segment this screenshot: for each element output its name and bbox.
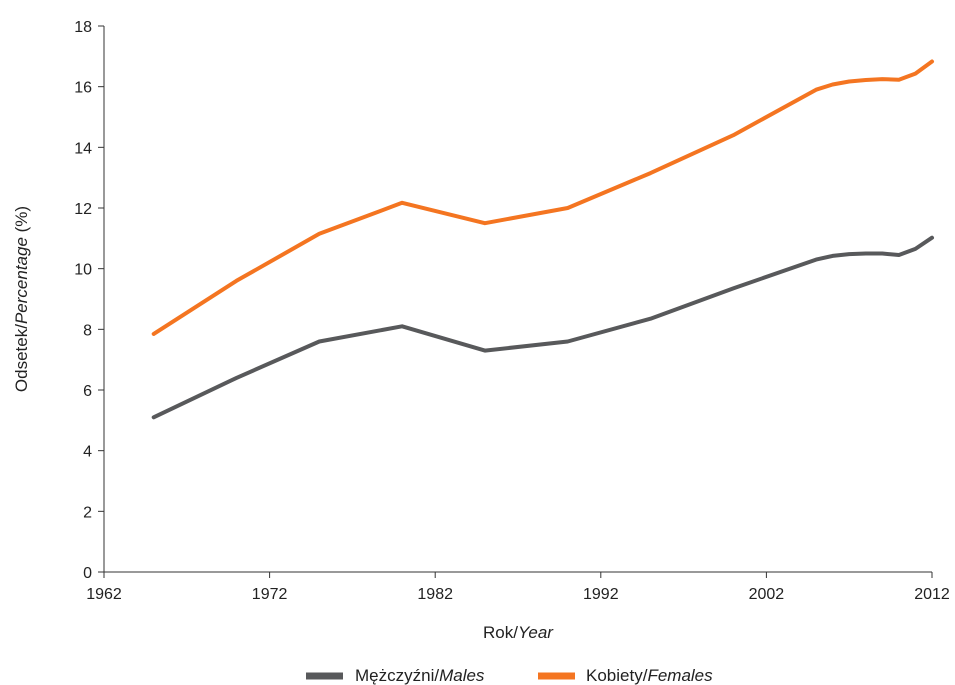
y-tick-label: 16 [74, 80, 92, 97]
x-tick-label: 1982 [417, 586, 453, 603]
legend: Mężczyźni/Males Kobiety/Females [306, 666, 713, 685]
y-ticks: 0 2 4 6 8 10 12 14 16 18 [74, 19, 104, 582]
legend-item-males: Mężczyźni/Males [306, 666, 485, 685]
axes [103, 26, 932, 573]
y-tick-label: 18 [74, 19, 92, 36]
y-tick-label: 8 [83, 322, 92, 339]
y-tick-label: 10 [74, 262, 92, 279]
legend-item-females: Kobiety/Females [538, 666, 713, 685]
series-line-females [151, 59, 934, 336]
series-line-males [151, 235, 934, 420]
x-ticks: 1962 1972 1982 1992 2002 2012 [86, 572, 950, 603]
y-tick-label: 0 [83, 565, 92, 582]
x-tick-label: 1972 [252, 586, 288, 603]
y-tick-label: 14 [74, 140, 92, 157]
y-tick-label: 2 [83, 504, 92, 521]
x-tick-label: 2002 [749, 586, 785, 603]
y-tick-label: 6 [83, 383, 92, 400]
x-tick-label: 2012 [914, 586, 950, 603]
series-layer [151, 59, 934, 420]
y-tick-label: 4 [83, 444, 92, 461]
x-tick-label: 1962 [86, 586, 122, 603]
y-tick-label: 12 [74, 201, 92, 218]
x-axis-title: Rok/Year [483, 623, 554, 642]
y-axis-title: Odsetek/Percentage (%) [12, 206, 31, 392]
legend-label-males: Mężczyźni/Males [355, 666, 485, 685]
x-tick-label: 1992 [583, 586, 619, 603]
legend-label-females: Kobiety/Females [586, 666, 713, 685]
